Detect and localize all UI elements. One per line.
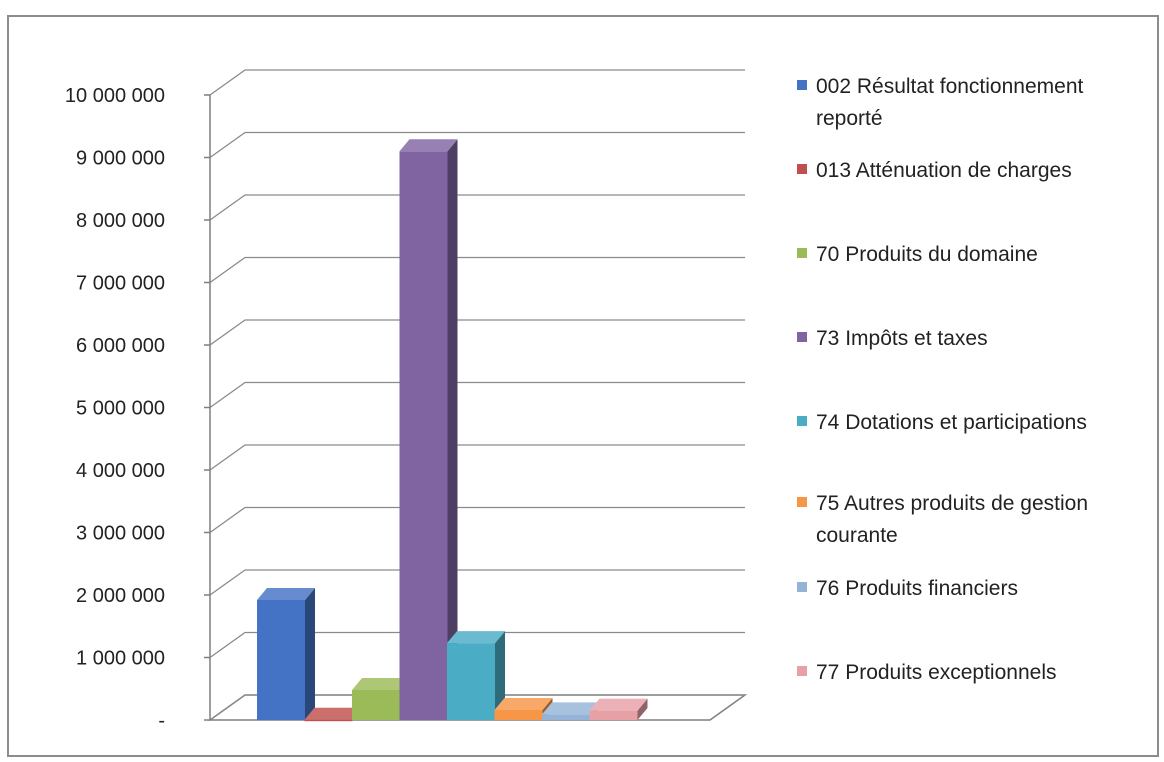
bar-top: [542, 702, 600, 715]
y-tick-label: 3 000 000: [76, 523, 165, 545]
legend-swatch: [797, 80, 807, 90]
legend-item: 70 Produits du domaine: [797, 243, 1038, 266]
bar-top: [447, 631, 505, 644]
gridline: [209, 569, 745, 596]
bar-side: [305, 588, 315, 720]
y-tick-label: 2 000 000: [76, 585, 165, 607]
legend-label: reporté: [816, 107, 883, 130]
bar-front: [542, 714, 590, 720]
legend-label: 013 Atténuation de charges: [816, 159, 1072, 182]
legend-item: 76 Produits financiers: [797, 577, 1018, 600]
bar-top: [494, 698, 553, 710]
legend-item: 002 Résultat fonctionnement reporté: [797, 75, 1084, 130]
legend-label: 77 Produits exceptionnels: [816, 661, 1057, 684]
gridline: [209, 506, 745, 534]
bar-front: [257, 600, 305, 720]
bar: [589, 698, 648, 720]
bar-front: [304, 719, 353, 722]
legend-swatch: [797, 332, 807, 342]
bar-top: [399, 139, 458, 152]
bar-front: [447, 643, 495, 720]
legend-swatch: [797, 666, 807, 676]
legend-swatch: [797, 164, 807, 174]
legend-label: 73 Impôts et taxes: [816, 327, 988, 350]
gridline: [209, 694, 745, 721]
bar-side: [637, 698, 648, 720]
legend-label: 002 Résultat fonctionnement: [816, 75, 1084, 98]
y-tick-label: 8 000 000: [76, 210, 165, 232]
bar: [399, 139, 458, 720]
bar-side: [447, 139, 458, 720]
y-tick-label: 9 000 000: [76, 148, 165, 170]
legend-label: 75 Autres produits de gestion: [816, 492, 1088, 515]
bar-front: [399, 151, 448, 720]
y-tick-label: 10 000 000: [65, 85, 165, 107]
gridline: [209, 131, 745, 159]
legend-label: courante: [816, 524, 898, 547]
bar-front: [589, 710, 638, 720]
bar-top: [352, 678, 410, 690]
legend-item: 013 Atténuation de charges: [797, 159, 1072, 182]
y-axis: [204, 94, 211, 721]
y-tick-label: 5 000 000: [76, 398, 165, 420]
gridline: [209, 381, 745, 409]
legend-label: 76 Produits financiers: [816, 577, 1018, 600]
bar-top: [304, 707, 363, 720]
bar: [257, 588, 315, 720]
legend-item: 77 Produits exceptionnels: [797, 661, 1057, 684]
legend-item: 74 Dotations et participations: [797, 411, 1087, 434]
legend-label: 70 Produits du domaine: [816, 243, 1038, 266]
y-tick-label: 4 000 000: [76, 460, 165, 482]
chart-border: [7, 15, 1159, 757]
legend-label: 74 Dotations et participations: [816, 411, 1087, 434]
legend-item: 75 Autres produits de gestion courante: [797, 492, 1088, 547]
bars: [257, 139, 648, 722]
gridline: [209, 319, 745, 346]
y-tick-label: 6 000 000: [76, 335, 165, 357]
y-tick-label: 7 000 000: [76, 273, 165, 295]
bar-top: [589, 698, 648, 711]
gridline: [209, 256, 745, 284]
gridline: [209, 631, 745, 659]
legend-swatch: [797, 416, 807, 426]
gridline: [209, 444, 745, 471]
y-tick-labels: - 1 000 000 2 000 000 3 000 000 4 000 000 5 0…: [65, 85, 165, 732]
y-tick-label: 1 000 000: [76, 648, 165, 670]
bar-side: [495, 631, 505, 720]
gridline: [209, 69, 745, 96]
legend-item: 73 Impôts et taxes: [797, 327, 988, 350]
legend: 002 Résultat fonctionnement reporté 013 At…: [797, 75, 1088, 684]
bar-front: [352, 690, 400, 720]
gridlines: [209, 69, 745, 721]
gridline: [209, 194, 745, 221]
bar-front: [494, 710, 543, 720]
y-tick-label: -: [158, 710, 165, 732]
legend-swatch: [797, 248, 807, 258]
legend-swatch: [797, 497, 807, 507]
legend-swatch: [797, 582, 807, 592]
bar: [447, 631, 505, 720]
bar-top: [257, 588, 315, 600]
